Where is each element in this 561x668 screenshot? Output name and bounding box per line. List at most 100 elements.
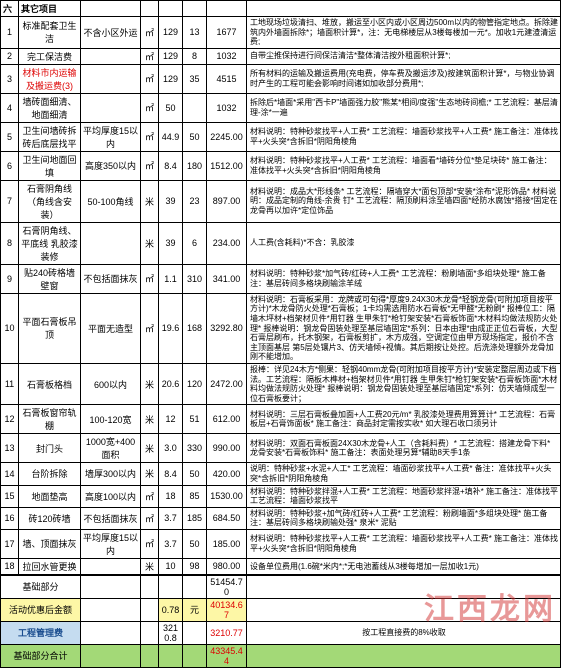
cell-unit: ㎡ xyxy=(141,293,159,363)
cell-total: 1032 xyxy=(207,93,247,122)
cell-idx: 16 xyxy=(1,507,19,529)
cell-price: 50 xyxy=(183,463,207,485)
cell-qty: 10 xyxy=(159,558,183,574)
cell-desc: 设备单位费用(1.6碗*米内*;*无电池蓄线从3楼每增加一层加收1元) xyxy=(247,558,561,574)
cell-name: 标准配套卫生洁 xyxy=(19,17,81,49)
cell-price: 23 xyxy=(183,180,207,222)
cell-unit: ㎡ xyxy=(141,48,159,64)
cell-unit: ㎡ xyxy=(141,529,159,558)
cell-price: 180 xyxy=(183,151,207,180)
cell-idx: 1 xyxy=(1,17,19,49)
discount-total: 40134.67 xyxy=(207,598,247,621)
cell-qty: 129 xyxy=(159,17,183,49)
cell-qty: 39 xyxy=(159,222,183,264)
cell-total: 980.00 xyxy=(207,558,247,574)
grand-label: 基础部分合计 xyxy=(1,644,81,667)
discount-unit: 元 xyxy=(183,598,207,621)
cell-qty: 18 xyxy=(159,485,183,507)
table-row: 13封门头1000宽+400面积米3.0330990.00材料说明：双面石膏板面… xyxy=(1,434,561,463)
cell-desc: 报棒：详见24木方*侧果：轻钢40mm龙骨(可附加项目按平方计)*安装定整层周边… xyxy=(247,363,561,404)
cell-name: 地面垫高 xyxy=(19,485,81,507)
cell-total: 2472.00 xyxy=(207,363,247,404)
cell-unit: 米 xyxy=(141,405,159,434)
cell-total: 2245.00 xyxy=(207,122,247,151)
table-row: 15地面垫高高度100以内㎡18851530.00材料说明：特种砂浆拌混+人工费… xyxy=(1,485,561,507)
table-row: 14台阶拆除墙厚300以内米8.450420.00说明：特种砂浆+水泥+人工* … xyxy=(1,463,561,485)
mgmt-base: 3210.8 xyxy=(159,621,183,644)
grand-total: 43345.44 xyxy=(207,644,247,667)
cell-spec xyxy=(81,222,141,264)
cell-desc: 拆除后*墙面*采用"西卡P"墙面强力胶"熊某*相间/度强"生态地砖间檐;* 工艺… xyxy=(247,93,561,122)
mgmt-label: 工程管理费 xyxy=(1,621,81,644)
section-index: 六 xyxy=(1,1,19,17)
cell-desc: 材料说明：特种砂浆找平+人工费* 工艺流程：墙面砂浆找平+人工费* 施工备注：准… xyxy=(247,122,561,151)
cell-qty: 129 xyxy=(159,48,183,64)
cell-qty: 19.6 xyxy=(159,293,183,363)
table-row: 5卫生间墙砖拆砖后底层找平平均厚度15以内㎡44.9502245.00材料说明：… xyxy=(1,122,561,151)
cell-spec: 不包括面抹灰 xyxy=(81,264,141,293)
table-row: 18拉回水管更换米1098980.00设备单位费用(1.6碗*米内*;*无电池蓄… xyxy=(1,558,561,574)
table-row: 9贴240砖格墙壁窗不包括面抹灰㎡1.1310341.00材料说明：特种砂浆*加… xyxy=(1,264,561,293)
cell-unit: ㎡ xyxy=(141,507,159,529)
base-total: 51454.70 xyxy=(207,575,247,598)
cell-name: 平面石膏板吊顶 xyxy=(19,293,81,363)
cell-idx: 4 xyxy=(1,93,19,122)
table-row: 6卫生间地面回填高度350以内㎡8.41801512.00材料说明：特种砂浆找平… xyxy=(1,151,561,180)
cell-name: 墙砖面细清、地面细清 xyxy=(19,93,81,122)
cell-desc: 材料说明：特种砂浆+加气砖/红砖+人工费* 工艺流程：粉刷墙面*多组块处理* 施… xyxy=(247,507,561,529)
cell-desc: 工地现场垃圾清扫、堆放，搬运至小区内或小区周边500m以内的物管指定地点。拆除建… xyxy=(247,17,561,49)
cell-price: 310 xyxy=(183,264,207,293)
cell-idx: 10 xyxy=(1,293,19,363)
cell-qty: 3.0 xyxy=(159,434,183,463)
cell-qty: 44.9 xyxy=(159,122,183,151)
cell-name: 贴240砖格墙壁窗 xyxy=(19,264,81,293)
cell-desc: 材料说明：三层石膏板叠加面+人工费20元/m* 乳胶漆处理费用算算计* 工艺流程… xyxy=(247,405,561,434)
table-row: 1标准配套卫生洁不含小区外运㎡129131677工地现场垃圾清扫、堆放，搬运至小… xyxy=(1,17,561,49)
cell-spec: 平均厚度15以内 xyxy=(81,529,141,558)
cell-total: 990.00 xyxy=(207,434,247,463)
cell-unit: ㎡ xyxy=(141,93,159,122)
cell-unit: ㎡ xyxy=(141,64,159,93)
table-row: 2完工保洁费㎡12981032自带尘推保持进行间保洁清洁*整体清洁按外租面积计算… xyxy=(1,48,561,64)
cell-name: 完工保洁费 xyxy=(19,48,81,64)
cell-total: 1677 xyxy=(207,17,247,49)
cell-qty: 8.4 xyxy=(159,151,183,180)
cell-spec xyxy=(81,64,141,93)
cell-price: 35 xyxy=(183,64,207,93)
cell-spec: 高度100以内 xyxy=(81,485,141,507)
cell-spec: 平面无造型 xyxy=(81,293,141,363)
cell-qty: 8.4 xyxy=(159,463,183,485)
cell-total: 1032 xyxy=(207,48,247,64)
cell-unit: 米 xyxy=(141,558,159,574)
cell-total: 420.00 xyxy=(207,463,247,485)
cell-desc: 材料说明：特种砂浆拌混+人工费* 工艺流程：地面砂浆拌混+填补* 施工备注：准体… xyxy=(247,485,561,507)
cell-spec: 不含小区外运 xyxy=(81,17,141,49)
table-row: 3材料市内运输及搬运费(3)㎡129354515所有材料的运输及搬运费用(充电费… xyxy=(1,64,561,93)
cell-idx: 7 xyxy=(1,180,19,222)
cell-desc: 自带尘推保持进行间保洁清洁*整体清洁按外租面积计算*; xyxy=(247,48,561,64)
mgmt-desc: 按工程直接费的8%收取 xyxy=(247,621,561,644)
cell-desc: 材料说明：石膏板采用：龙牌或可旬得*厚度9.24X30木龙骨*轻钢龙骨(可附加项… xyxy=(247,293,561,363)
cell-desc: 材料说明：成品大*形线条* 工艺流程：隔墙穿大*面包顶部*安装*涂布*泥形饰品*… xyxy=(247,180,561,222)
cell-desc: 材料说明：特种砂浆*加气砖/红砖+人工费* 工艺流程：粉刷墙面*多组块处理* 施… xyxy=(247,264,561,293)
summary-discount: 活动优惠后金额 0.78 元 40134.67 xyxy=(1,598,561,621)
table-row: 16砖120砖墙不包括面抹灰㎡3.7185684.50材料说明：特种砂浆+加气砖… xyxy=(1,507,561,529)
cell-idx: 3 xyxy=(1,64,19,93)
section-title: 其它项目 xyxy=(19,1,81,17)
cell-spec: 高度350以内 xyxy=(81,151,141,180)
cell-unit: ㎡ xyxy=(141,122,159,151)
cell-name: 石膏板窗帘轨棚 xyxy=(19,405,81,434)
table-row: 4墙砖面细清、地面细清㎡501032拆除后*墙面*采用"西卡P"墙面强力胶"熊某… xyxy=(1,93,561,122)
cell-total: 1530.00 xyxy=(207,485,247,507)
cell-unit: ㎡ xyxy=(141,264,159,293)
cell-price: 330 xyxy=(183,434,207,463)
cell-name: 石膏板格档 xyxy=(19,363,81,404)
cell-idx: 14 xyxy=(1,463,19,485)
summary-grand: 基础部分合计 43345.44 xyxy=(1,644,561,667)
cell-price: 51 xyxy=(183,405,207,434)
cell-name: 台阶拆除 xyxy=(19,463,81,485)
cell-unit: ㎡ xyxy=(141,151,159,180)
cell-spec xyxy=(81,93,141,122)
cell-price: 98 xyxy=(183,558,207,574)
cell-total: 185.00 xyxy=(207,529,247,558)
